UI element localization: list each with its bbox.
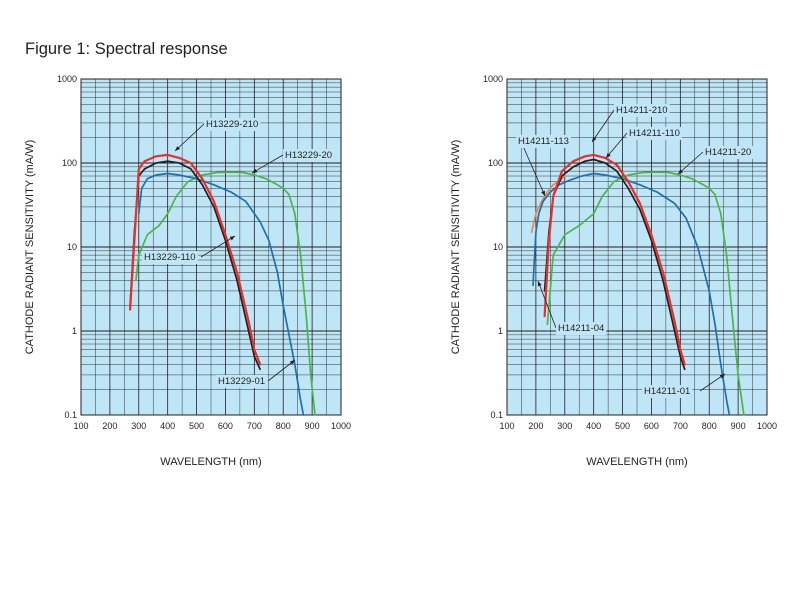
callout-H13229-01: H13229-01 <box>216 359 296 388</box>
callout-leader <box>200 235 236 258</box>
callout-H13229-110: H13229-110 <box>142 235 236 264</box>
figure-title: Figure 1: Spectral response <box>25 40 228 58</box>
callout-arrowhead <box>229 236 235 241</box>
callout-label-bg <box>556 322 607 335</box>
callout-label-bg <box>216 375 268 388</box>
callout-leader <box>522 145 546 197</box>
y-tick-label: 100 <box>62 158 77 168</box>
callout-leader <box>267 359 296 382</box>
y-tick-label: 1 <box>498 326 503 336</box>
callout-label-bg <box>614 104 670 117</box>
callout-arrowhead <box>606 152 611 158</box>
x-tick-label: 800 <box>702 421 717 431</box>
x-tick-label: 800 <box>276 421 291 431</box>
y-tick-label: 100 <box>488 158 503 168</box>
callout-label-bg <box>204 118 261 131</box>
callout-label: H14211-01 <box>644 386 690 397</box>
callout-label: H13229-110 <box>144 252 196 263</box>
series-line-H14211-20 <box>546 171 745 416</box>
callout-leader <box>251 154 284 174</box>
callout-H14211-04: H14211-04 <box>537 280 607 335</box>
callout-label: H14211-04 <box>558 323 604 334</box>
callout-label-bg <box>283 149 335 162</box>
x-tick-label: 700 <box>673 421 688 431</box>
callout-arrowhead <box>289 360 295 365</box>
callout-label: H14211-110 <box>629 128 680 139</box>
callout-label: H14211-20 <box>705 147 751 158</box>
y-tick-label: 0.1 <box>490 410 503 420</box>
x-tick-label: 700 <box>247 421 262 431</box>
callout-leader <box>174 123 205 152</box>
x-tick-label: 300 <box>557 421 572 431</box>
y-tick-label: 1000 <box>483 74 503 84</box>
x-tick-label: 600 <box>218 421 233 431</box>
y-axis-label: CATHODE RADIANT SENSITIVITY (mA/W) <box>24 140 36 355</box>
x-axis-label: WAVELENGTH (nm) <box>586 456 687 468</box>
callout-arrowhead <box>252 168 258 173</box>
x-tick-label: 500 <box>615 421 630 431</box>
callout-leader <box>537 280 557 329</box>
series-line-H13229-110 <box>129 160 261 371</box>
series-line-H13229-20 <box>135 171 316 416</box>
callout-label: H13229-20 <box>285 150 332 161</box>
callout-leader <box>677 151 704 175</box>
callout-label: H13229-210 <box>206 119 258 130</box>
series-line-H13229-210 <box>129 153 262 366</box>
y-tick-label: 10 <box>493 242 503 252</box>
callout-leader <box>591 109 615 143</box>
callout-label: H13229-01 <box>218 376 265 387</box>
chart-panel-1: 100 200 300 400 500 600 700 800 900 1000 0.1 1 10 100… <box>24 74 351 468</box>
x-tick-label: 500 <box>189 421 204 431</box>
x-tick-label: 1000 <box>331 421 351 431</box>
callout-arrowhead <box>719 374 725 379</box>
callout-H14211-01: H14211-01 <box>642 373 726 398</box>
callout-label-bg <box>703 146 754 159</box>
callout-label-bg <box>142 251 198 264</box>
callout-arrowhead <box>537 281 542 287</box>
callout-arrowhead <box>175 146 181 151</box>
x-tick-label: 900 <box>731 421 746 431</box>
y-tick-label: 0.1 <box>64 410 77 420</box>
callout-arrowhead <box>541 190 545 196</box>
x-tick-label: 600 <box>644 421 659 431</box>
callout-H14211-20: H14211-20 <box>677 146 754 175</box>
series-line-H14211-210 <box>543 153 686 366</box>
callout-label-bg <box>516 135 571 148</box>
callout-H14211-113: H14211-113 <box>516 135 571 197</box>
x-tick-label: 1000 <box>757 421 777 431</box>
x-tick-label: 100 <box>499 421 514 431</box>
plot-frame <box>506 78 768 416</box>
series-line-H13229-01 <box>137 172 305 416</box>
callout-H13229-20: H13229-20 <box>251 149 335 174</box>
y-tick-label: 1000 <box>57 74 77 84</box>
callout-label: H14211-210 <box>616 105 668 116</box>
y-tick-label: 10 <box>67 242 77 252</box>
x-tick-label: 400 <box>586 421 601 431</box>
x-tick-label: 900 <box>305 421 320 431</box>
callout-H13229-210: H13229-210 <box>174 118 261 152</box>
x-tick-label: 300 <box>131 421 146 431</box>
y-tick-label: 1 <box>72 326 77 336</box>
x-axis-label: WAVELENGTH (nm) <box>160 456 261 468</box>
callout-leader <box>605 132 628 159</box>
callout-H14211-110: H14211-110 <box>605 127 682 159</box>
callout-arrowhead <box>678 169 684 174</box>
x-tick-label: 100 <box>73 421 88 431</box>
callout-H14211-210: H14211-210 <box>591 104 670 143</box>
callout-arrowhead <box>592 136 597 142</box>
y-axis-label: CATHODE RADIANT SENSITIVITY (mA/W) <box>450 140 462 355</box>
chart-panel-2: 100 200 300 400 500 600 700 800 900 1000 0.1 1 10 100… <box>450 74 777 468</box>
callout-leader <box>699 373 726 392</box>
x-tick-label: 200 <box>528 421 543 431</box>
x-tick-label: 400 <box>160 421 175 431</box>
x-tick-label: 200 <box>102 421 117 431</box>
callout-label: H14211-113 <box>518 136 569 147</box>
callout-label-bg <box>627 127 682 140</box>
callout-label-bg <box>642 385 693 398</box>
plot-frame <box>80 78 342 416</box>
